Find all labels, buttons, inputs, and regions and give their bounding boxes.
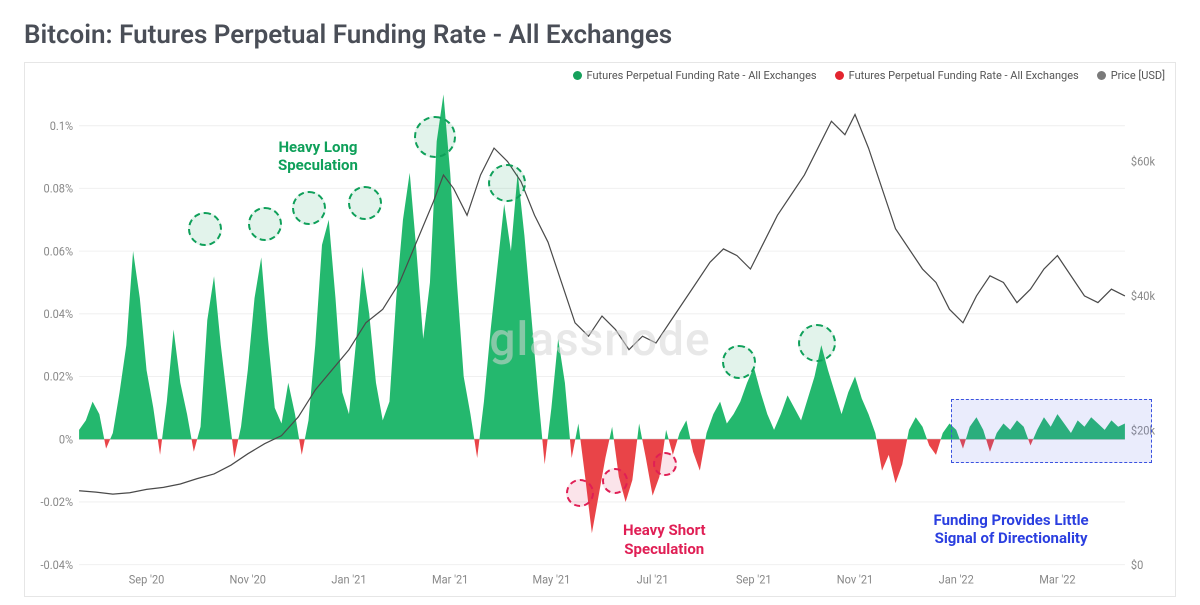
- svg-text:May '21: May '21: [533, 573, 571, 586]
- svg-text:Nov '21: Nov '21: [837, 573, 873, 586]
- svg-text:Mar '21: Mar '21: [432, 573, 468, 586]
- svg-text:Jan '21: Jan '21: [331, 573, 366, 586]
- svg-text:Sep '21: Sep '21: [736, 573, 772, 586]
- svg-text:Jul '21: Jul '21: [637, 573, 669, 586]
- svg-text:0.06%: 0.06%: [44, 245, 74, 258]
- svg-text:$0: $0: [1131, 559, 1143, 572]
- svg-text:-0.02%: -0.02%: [40, 496, 73, 509]
- chart-title: Bitcoin: Futures Perpetual Funding Rate …: [24, 20, 1176, 50]
- svg-text:Nov '20: Nov '20: [230, 573, 266, 586]
- svg-text:$60k: $60k: [1131, 156, 1155, 169]
- svg-text:-0.04%: -0.04%: [40, 559, 73, 572]
- svg-text:Jan '22: Jan '22: [939, 573, 974, 586]
- chart-frame: Futures Perpetual Funding Rate - All Exc…: [24, 62, 1176, 597]
- svg-text:0.08%: 0.08%: [44, 182, 74, 195]
- svg-text:0.02%: 0.02%: [44, 371, 74, 384]
- chart-svg: -0.04% -0.02% 0% 0.02% 0.04% 0.06% 0.08% 0.1% $0…: [25, 63, 1175, 596]
- svg-text:0.04%: 0.04%: [44, 308, 74, 321]
- svg-text:$20k: $20k: [1131, 424, 1155, 437]
- svg-text:0.1%: 0.1%: [50, 120, 73, 133]
- svg-text:$40k: $40k: [1131, 290, 1155, 303]
- svg-text:Sep '20: Sep '20: [129, 573, 165, 586]
- svg-text:0%: 0%: [59, 433, 73, 446]
- svg-text:Mar '22: Mar '22: [1039, 573, 1075, 586]
- page: Bitcoin: Futures Perpetual Funding Rate …: [0, 0, 1200, 605]
